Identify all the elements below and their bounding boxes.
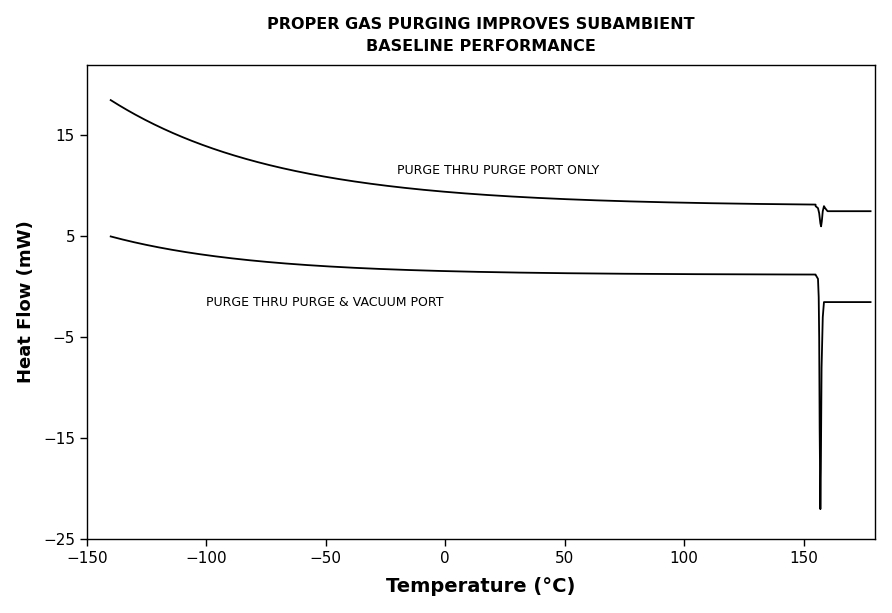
- Title: PROPER GAS PURGING IMPROVES SUBAMBIENT
BASELINE PERFORMANCE: PROPER GAS PURGING IMPROVES SUBAMBIENT B…: [268, 17, 695, 54]
- X-axis label: Temperature (°C): Temperature (°C): [386, 577, 575, 596]
- Y-axis label: Heat Flow (mW): Heat Flow (mW): [17, 221, 35, 384]
- Text: PURGE THRU PURGE & VACUUM PORT: PURGE THRU PURGE & VACUUM PORT: [206, 295, 444, 308]
- Text: PURGE THRU PURGE PORT ONLY: PURGE THRU PURGE PORT ONLY: [398, 164, 599, 177]
